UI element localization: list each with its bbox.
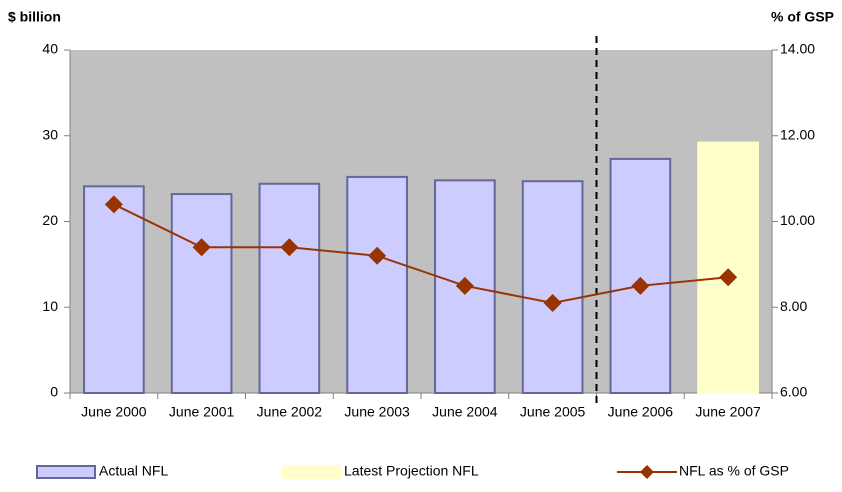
x-tick-label: June 2002 <box>257 404 323 420</box>
line-marker <box>631 276 650 295</box>
y2-tick-label: 8.00 <box>780 298 807 314</box>
x-tick-label: June 2004 <box>432 404 498 420</box>
legend-swatch <box>36 465 96 479</box>
bar <box>697 141 759 394</box>
y2-tick-label: 10.00 <box>780 212 815 228</box>
x-tick-label: June 2007 <box>695 404 761 420</box>
line <box>113 203 729 304</box>
x-tick-label: June 2005 <box>520 404 586 420</box>
line-marker <box>719 268 738 287</box>
x-tick-label: June 2000 <box>81 404 147 420</box>
y-tick-label: 30 <box>42 126 58 142</box>
bar <box>258 182 321 394</box>
y-axis-title: $ billion <box>8 9 61 25</box>
y2-tick-label: 6.00 <box>780 384 807 400</box>
y-tick-label: 20 <box>42 212 58 228</box>
y-tick-label: 10 <box>42 298 58 314</box>
bar <box>609 157 672 394</box>
line-marker <box>455 276 474 295</box>
line-marker <box>280 238 299 257</box>
legend-marker <box>640 465 654 479</box>
y2-tick-label: 12.00 <box>780 126 815 142</box>
y2-tick-label: 14.00 <box>780 41 815 57</box>
bar <box>83 185 145 394</box>
line-marker <box>368 246 387 265</box>
line-marker <box>104 195 123 214</box>
legend-label: Latest Projection NFL <box>344 463 479 479</box>
x-tick-label: June 2003 <box>344 404 410 420</box>
y-tick-label: 40 <box>42 41 58 57</box>
bar <box>346 175 408 394</box>
x-tick-label: June 2006 <box>608 404 674 420</box>
y-tick-label: 0 <box>50 384 58 400</box>
y2-axis-title: % of GSP <box>771 9 834 25</box>
legend-label: NFL as % of GSP <box>679 463 789 479</box>
bar <box>170 193 233 394</box>
legend-swatch <box>281 465 341 479</box>
legend-label: Actual NFL <box>99 463 168 479</box>
line-marker <box>192 238 211 257</box>
x-tick-label: June 2001 <box>169 404 235 420</box>
line-marker <box>543 293 562 312</box>
bar <box>521 180 584 394</box>
